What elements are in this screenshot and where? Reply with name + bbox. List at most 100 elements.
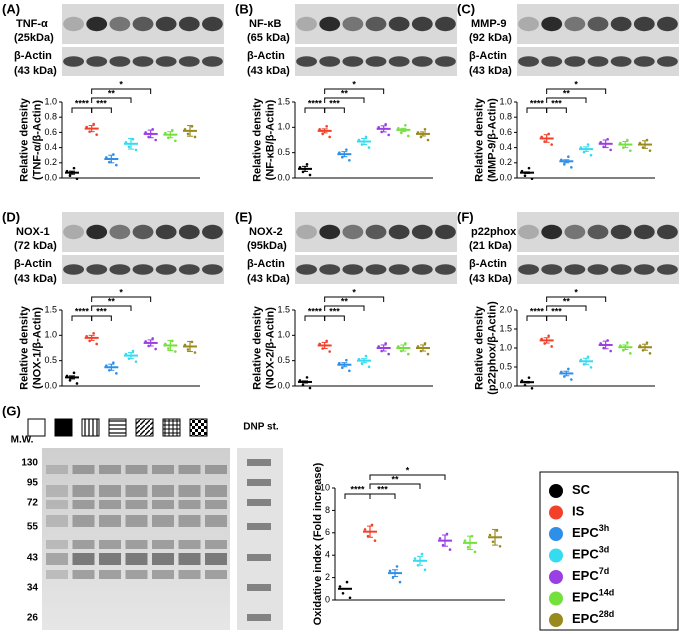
blot-band (587, 264, 609, 275)
dot (438, 537, 442, 540)
gel-smear (205, 500, 227, 509)
gel-smear (152, 540, 174, 549)
dot (407, 352, 410, 356)
dot (341, 155, 344, 159)
gel-smear (46, 540, 68, 549)
dot (395, 565, 399, 568)
y-axis-label: Relative density (18, 97, 30, 182)
actin-label: β-Actin (247, 50, 285, 62)
dot (520, 169, 524, 173)
dot (560, 370, 563, 374)
dot (364, 354, 368, 358)
y-tick-label: 0.2 (44, 157, 57, 167)
blot-band (63, 264, 84, 275)
dot (397, 345, 400, 348)
dot (131, 349, 135, 353)
dot (341, 366, 344, 370)
lane-key (189, 418, 208, 437)
dot (416, 345, 420, 348)
blot-band (610, 264, 632, 275)
dot (586, 143, 590, 146)
legend-label: EPC28d (572, 609, 614, 626)
dot (147, 135, 150, 139)
dot (183, 343, 187, 347)
gel-smear (178, 500, 201, 509)
protein-kda: (92 kDa) (469, 32, 512, 44)
dot (72, 371, 76, 375)
mw-marker: 43 (27, 553, 39, 564)
blot-band (342, 224, 364, 240)
dot (144, 340, 147, 343)
actin-label: β-Actin (247, 258, 285, 270)
gel-smear (125, 570, 148, 579)
legend-name: IS (572, 504, 585, 519)
blot-band (657, 56, 678, 67)
blot-band (518, 224, 539, 240)
dot (341, 591, 345, 595)
blot-band (541, 16, 563, 32)
dot (426, 138, 430, 142)
dot (448, 548, 452, 551)
dot (144, 131, 147, 134)
significance-label: * (119, 79, 123, 89)
y-tick-label: 0.8 (499, 112, 512, 122)
gel-smear (99, 500, 121, 509)
significance-label: ** (391, 474, 399, 484)
dot (174, 350, 177, 353)
dot (641, 146, 645, 149)
blot-band (132, 264, 154, 275)
dot (441, 543, 445, 547)
dot (582, 150, 586, 154)
y-tick-label: 0.4 (499, 142, 512, 152)
dot (563, 163, 566, 166)
actin-kda: (43 kDa) (469, 273, 512, 285)
lane-key (27, 418, 46, 437)
dot (151, 128, 154, 131)
dot (473, 550, 477, 554)
dot (397, 127, 400, 130)
lane-key (108, 418, 127, 437)
dot (419, 135, 423, 139)
dot (543, 342, 546, 345)
significance-label: **** (530, 306, 545, 316)
dot (466, 546, 470, 549)
gel-smear (99, 485, 121, 497)
blot-band (587, 56, 609, 67)
dot (298, 379, 302, 382)
dot (547, 334, 550, 338)
blot-band (155, 264, 177, 275)
blot-band (365, 264, 387, 275)
blot-band (342, 264, 364, 275)
legend-marker (549, 570, 563, 584)
dot (629, 352, 632, 355)
y-tick-label: 0.4 (44, 142, 57, 152)
actin-kda: (43 kDa) (14, 65, 57, 77)
dot (530, 386, 534, 390)
blot-band (435, 16, 456, 32)
gel-smear (125, 485, 148, 497)
blot-band (564, 224, 586, 240)
dot (318, 342, 321, 346)
gel-smear (99, 570, 121, 579)
gel-smear (72, 515, 95, 527)
mw-title: M.W. (11, 435, 34, 446)
dot (391, 576, 395, 579)
legend-marker (549, 613, 563, 627)
significance-bracket (546, 107, 567, 113)
gel-smear (205, 465, 227, 474)
dot (65, 374, 69, 378)
gel-smear (46, 570, 68, 579)
dot (183, 128, 187, 131)
blot-band (587, 16, 609, 32)
dot (523, 383, 527, 387)
gel-smear (99, 553, 121, 565)
dot (154, 138, 157, 142)
dot (338, 151, 341, 154)
dot (325, 339, 328, 343)
y-axis-label: (NF-κB/β-Actin) (264, 99, 276, 180)
blot-band (63, 16, 84, 32)
dot (328, 135, 331, 139)
dot (520, 379, 524, 382)
gel-smear (152, 515, 174, 527)
